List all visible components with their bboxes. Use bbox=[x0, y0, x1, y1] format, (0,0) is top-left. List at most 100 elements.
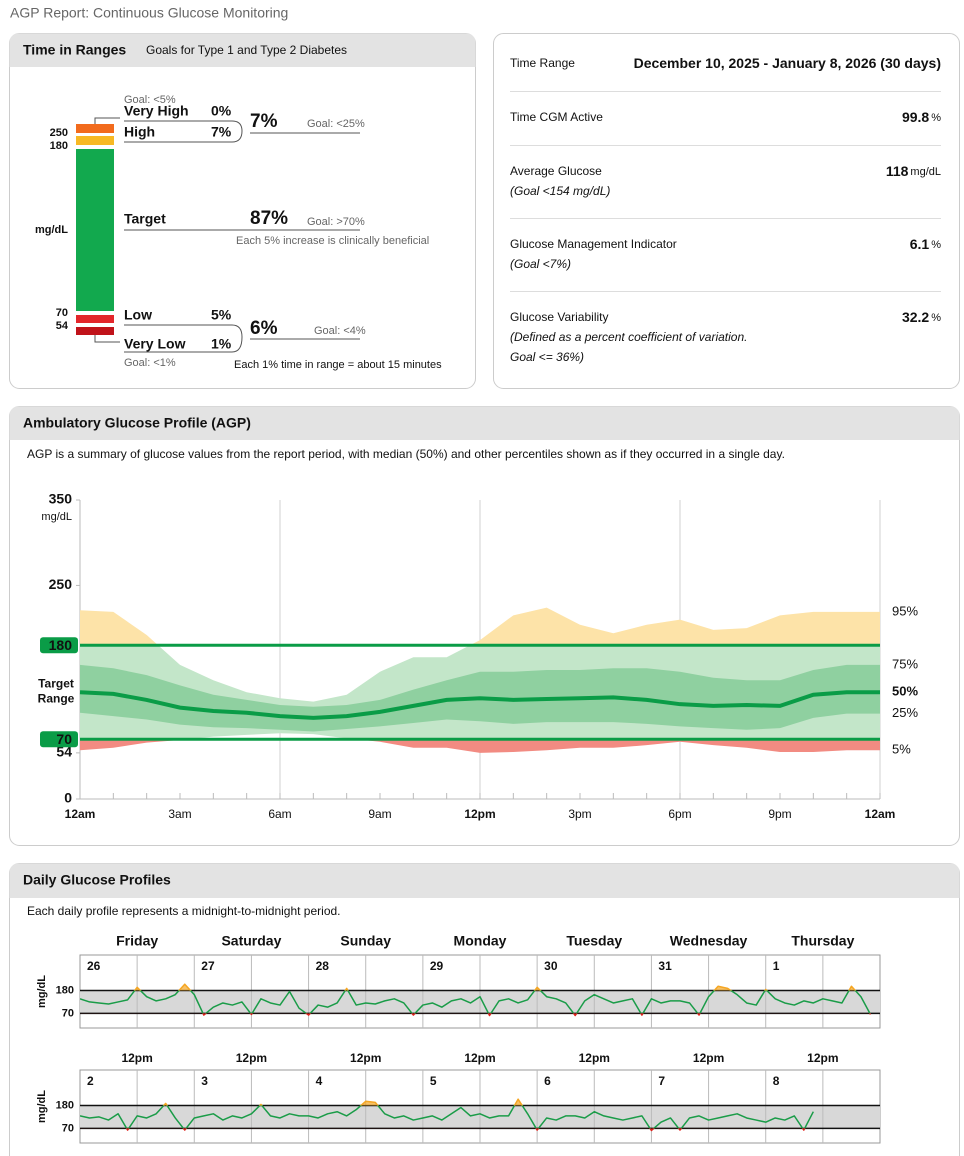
date-label: 31 bbox=[658, 959, 672, 973]
very-low-segment bbox=[76, 327, 114, 335]
unit: % bbox=[931, 312, 941, 324]
stat-value: 6.1% bbox=[910, 236, 941, 252]
bracket bbox=[124, 324, 243, 353]
x-tick-label: 12pm bbox=[693, 1051, 724, 1065]
group-percent: 7% bbox=[250, 111, 278, 132]
y-tick-label: 350 bbox=[49, 491, 73, 507]
x-tick-label: 12pm bbox=[121, 1051, 152, 1065]
y-tick-label: 180 bbox=[56, 984, 74, 996]
threshold: 70 bbox=[56, 307, 68, 319]
goal: Goal: <25% bbox=[307, 118, 365, 130]
goal: Goal: <5% bbox=[124, 94, 176, 106]
range-label: Very High bbox=[124, 103, 189, 119]
panel bbox=[493, 33, 960, 389]
target-label: Target bbox=[38, 676, 74, 690]
date-label: 5 bbox=[430, 1074, 437, 1088]
stat-value: 118 mg/dL bbox=[886, 163, 941, 179]
stat-value: December 10, 2025 - January 8, 2026 (30 … bbox=[634, 55, 941, 71]
stat-note: (Goal <154 mg/dL) bbox=[510, 184, 610, 198]
date-label: 29 bbox=[430, 959, 444, 973]
y-tick-label: 70 bbox=[62, 1007, 74, 1019]
date-label: 6 bbox=[544, 1074, 551, 1088]
high-segment bbox=[76, 136, 114, 145]
stat-label: Time Range bbox=[510, 56, 575, 70]
range-label: Target bbox=[124, 211, 166, 227]
panel-header bbox=[9, 863, 960, 898]
range-percent: 0% bbox=[211, 103, 232, 119]
time-in-ranges-panel: Time in Ranges Goals for Type 1 and Type… bbox=[9, 33, 476, 389]
bracket bbox=[124, 120, 243, 143]
date-label: 2 bbox=[87, 1074, 94, 1088]
y-tick-label: 70 bbox=[56, 731, 72, 747]
y-axis-label: mg/dL bbox=[41, 511, 72, 523]
date-label: 26 bbox=[87, 959, 101, 973]
stat-label: Time CGM Active bbox=[510, 110, 603, 124]
unit: % bbox=[931, 112, 941, 124]
percentile-label: 75% bbox=[892, 656, 918, 671]
date-label: 3 bbox=[201, 1074, 208, 1088]
description: Each daily profile represents a midnight… bbox=[27, 904, 341, 918]
range-percent: 5% bbox=[211, 307, 232, 323]
y-tick-label: 70 bbox=[62, 1122, 74, 1134]
daily-panel: Daily Glucose Profiles Each daily profil… bbox=[9, 863, 960, 1156]
value: 118 bbox=[886, 163, 909, 179]
y-tick-label: 250 bbox=[49, 576, 73, 592]
date-label: 7 bbox=[658, 1074, 665, 1088]
y-tick-label: 0 bbox=[64, 790, 72, 806]
percentile-label: 5% bbox=[892, 742, 911, 757]
goal: Goal: <1% bbox=[124, 357, 176, 369]
value: 32.2 bbox=[902, 309, 929, 325]
low-segment bbox=[76, 315, 114, 323]
threshold: 250 bbox=[50, 127, 68, 139]
stat-value: 32.2% bbox=[902, 309, 941, 325]
stat-note: Goal <= 36%) bbox=[510, 350, 584, 364]
stat-label: Glucose Variability bbox=[510, 310, 608, 324]
date-label: 1 bbox=[773, 959, 780, 973]
median-line bbox=[79, 690, 880, 720]
panel-title: Time in Ranges bbox=[23, 42, 126, 58]
goal: Goal: <4% bbox=[314, 325, 366, 337]
panel-title: Daily Glucose Profiles bbox=[23, 872, 171, 888]
percentile-band bbox=[80, 739, 880, 753]
x-tick-label: 6pm bbox=[668, 807, 691, 821]
x-tick-label: 9am bbox=[368, 807, 391, 821]
note: Each 5% increase is clinically beneficia… bbox=[236, 235, 429, 247]
value: December 10, 2025 - January 8, 2026 (30 … bbox=[634, 55, 941, 71]
unit: mg/dL bbox=[910, 166, 941, 178]
range-label: Low bbox=[124, 307, 152, 323]
weekday-label: Tuesday bbox=[566, 933, 622, 949]
value: 99.8 bbox=[902, 109, 929, 125]
date-label: 27 bbox=[201, 959, 215, 973]
panel-title: Ambulatory Glucose Profile (AGP) bbox=[23, 415, 251, 431]
date-label: 30 bbox=[544, 959, 558, 973]
glucose-trace bbox=[80, 1105, 814, 1129]
panel-subtitle: Goals for Type 1 and Type 2 Diabetes bbox=[146, 43, 347, 57]
weekday-label: Wednesday bbox=[670, 933, 748, 949]
y-tick-label: 54 bbox=[56, 744, 72, 760]
x-tick-label: 12am bbox=[865, 807, 896, 821]
weekday-label: Saturday bbox=[221, 933, 281, 949]
glucose-trace bbox=[80, 990, 871, 1014]
description: AGP is a summary of glucose values from … bbox=[27, 447, 785, 461]
percentile-label: 25% bbox=[892, 705, 918, 720]
group-percent: 6% bbox=[250, 318, 278, 339]
y-tick-label: 180 bbox=[49, 637, 73, 653]
weekday-label: Thursday bbox=[791, 933, 854, 949]
stat-label: Glucose Management Indicator bbox=[510, 237, 677, 251]
target-segment bbox=[76, 149, 114, 311]
panel-header bbox=[9, 406, 960, 440]
x-tick-label: 12pm bbox=[464, 1051, 495, 1065]
stats-panel: Time Range December 10, 2025 - January 8,… bbox=[493, 33, 960, 389]
x-tick-label: 3am bbox=[168, 807, 191, 821]
x-tick-label: 3pm bbox=[568, 807, 591, 821]
threshold: 54 bbox=[56, 320, 69, 332]
unit: mg/dL bbox=[35, 224, 68, 236]
x-tick-label: 12pm bbox=[807, 1051, 838, 1065]
y-tick-label: 180 bbox=[56, 1099, 74, 1111]
weekday-label: Friday bbox=[116, 933, 158, 949]
bracket bbox=[94, 117, 120, 124]
range-label: High bbox=[124, 124, 155, 140]
x-tick-label: 12am bbox=[65, 807, 96, 821]
range-label: Very Low bbox=[124, 336, 186, 352]
